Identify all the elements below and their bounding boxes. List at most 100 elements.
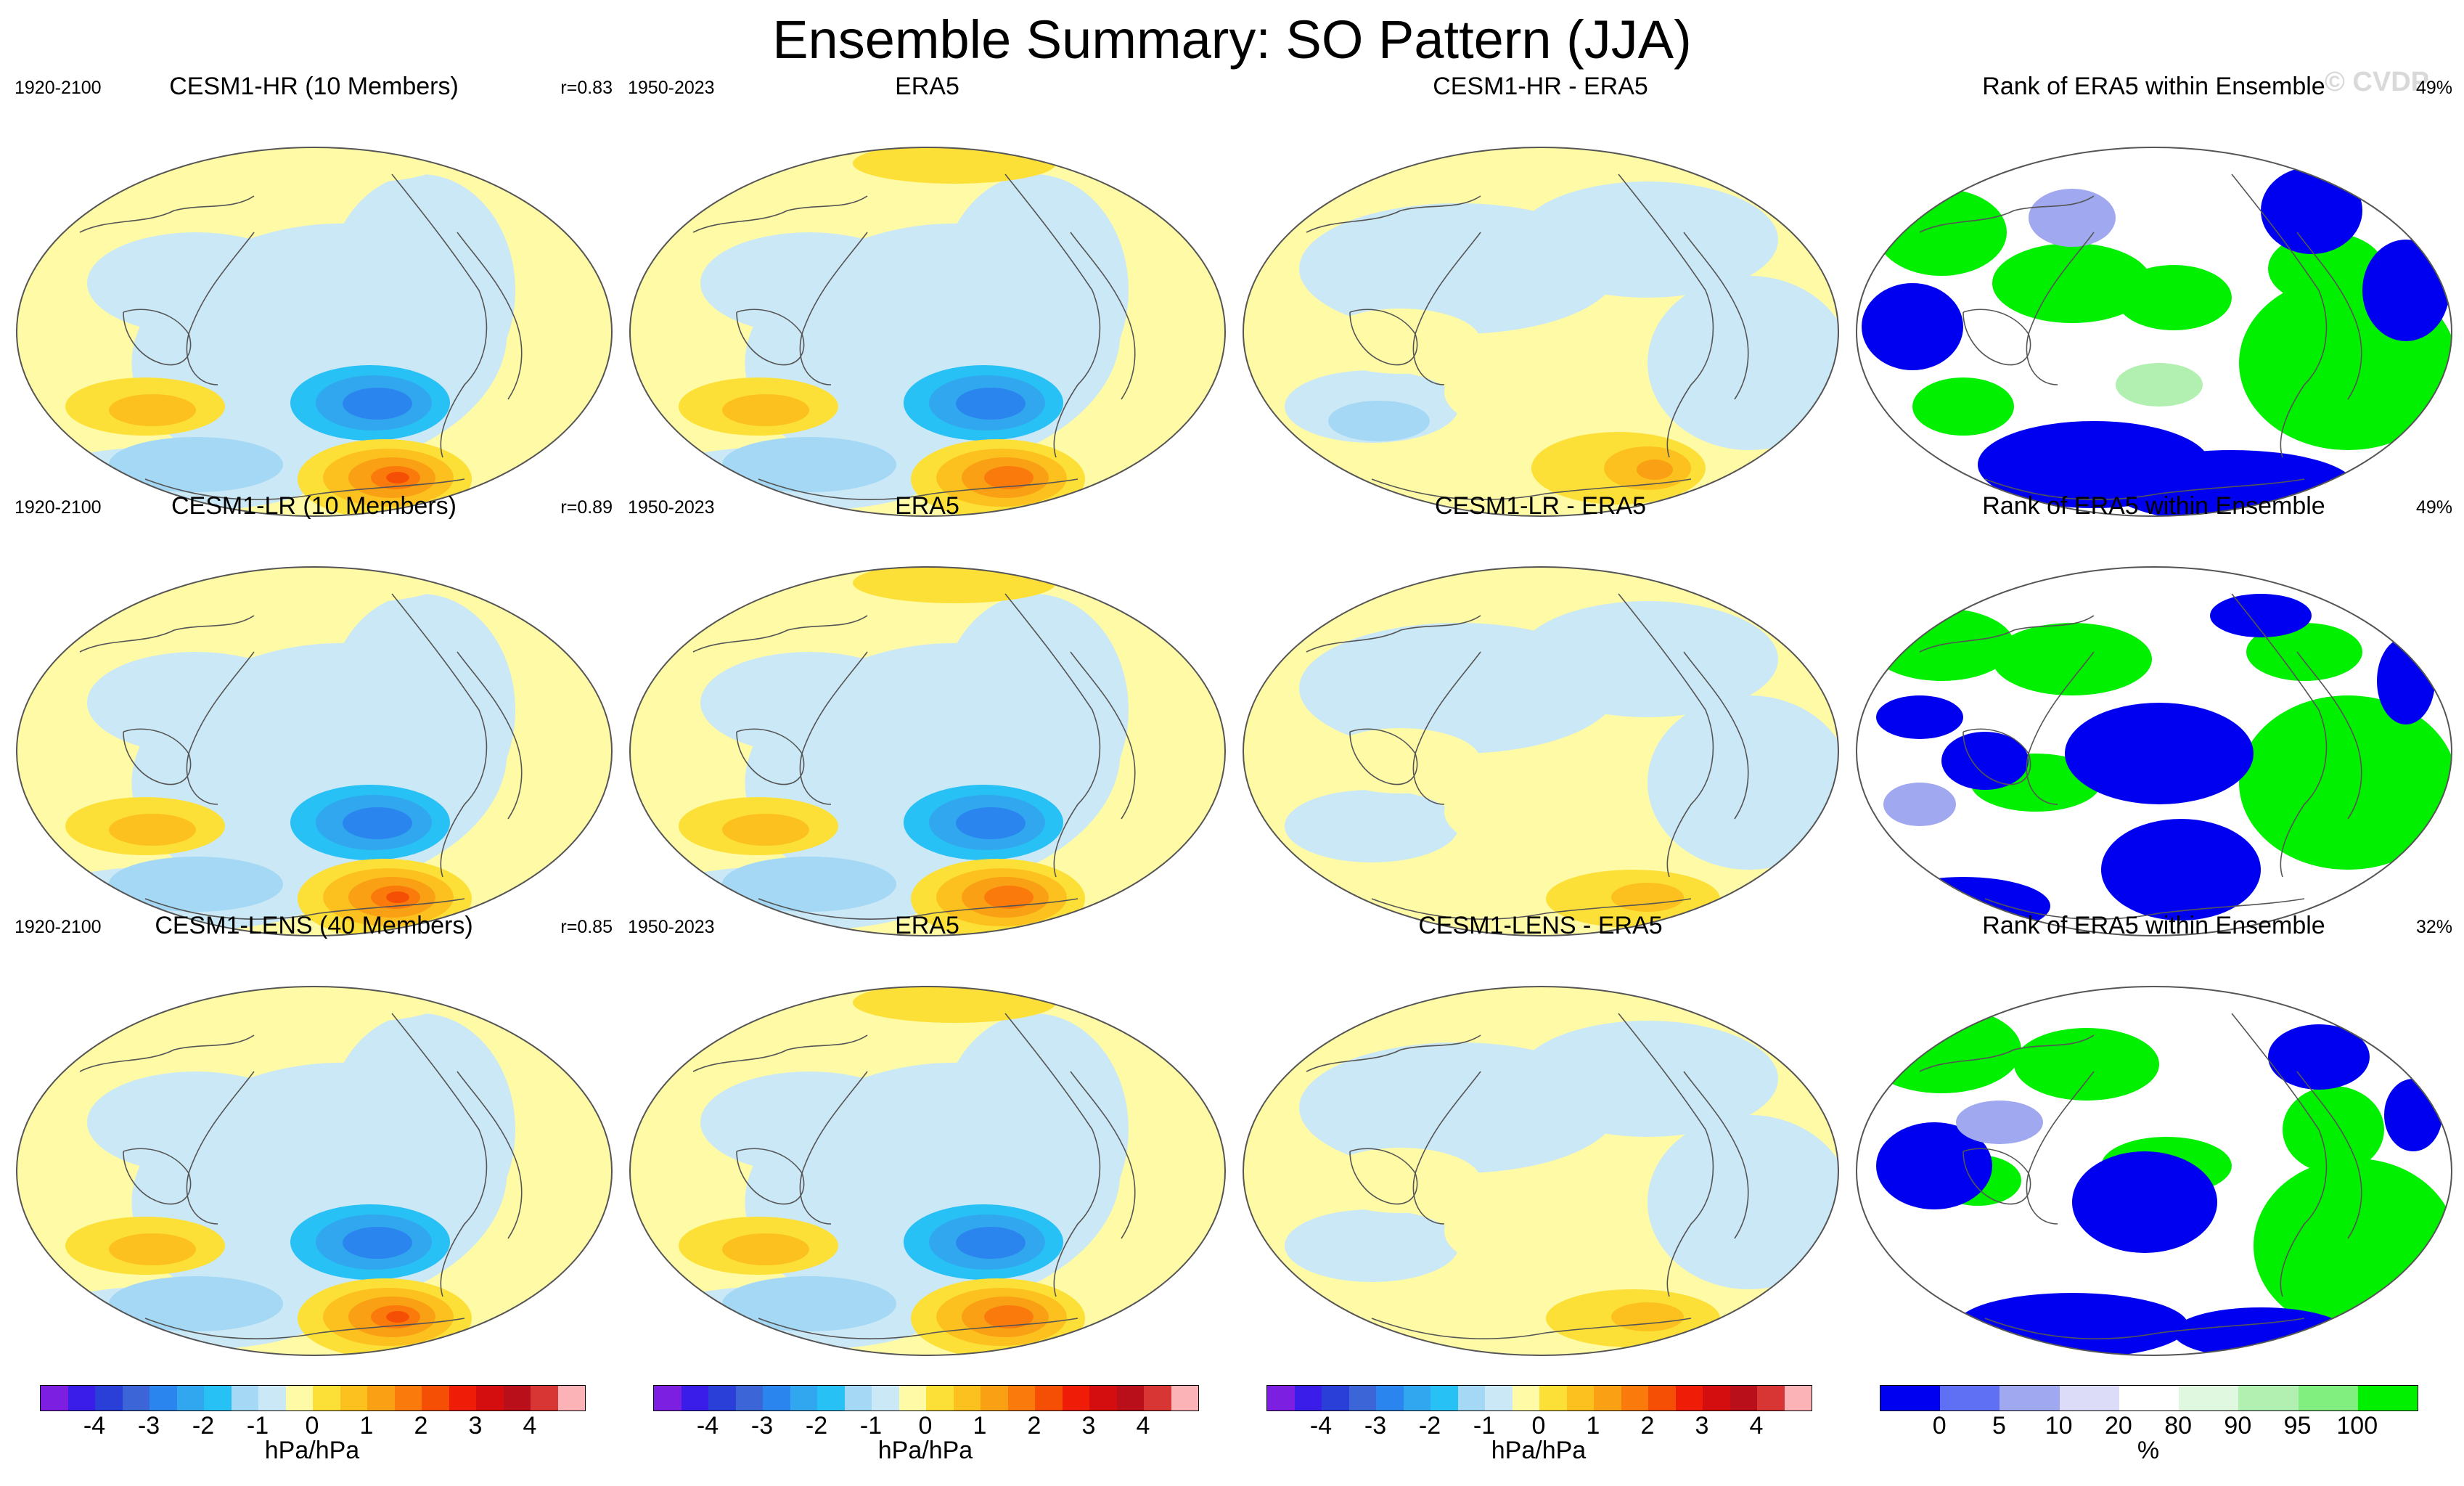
coastline [736,309,805,366]
rank-colorbar [1880,1385,2418,1411]
coastline [1349,309,1418,366]
negative-anomaly-region [87,1071,305,1173]
coastline [1412,1071,1481,1225]
coastline [2296,1071,2362,1239]
coastline [1984,1318,2305,1339]
rank-percent-label: 49% [2415,497,2452,518]
positive-anomaly-region [1321,728,1481,793]
colorbar-swatch [1171,1386,1198,1411]
map-fill [17,567,612,936]
colorbar-tick-label: -4 [696,1412,719,1440]
map-fill [630,987,1225,1355]
period-label: 1950-2023 [628,78,715,98]
map-fill [1243,147,1838,516]
positive-anomaly-region [1444,348,1648,436]
negative-anomaly-region [109,1276,283,1331]
map-outline [1243,147,1839,517]
colorbar-swatch [313,1386,340,1411]
coastline [1412,232,1481,385]
colorbar-swatch [2059,1386,2119,1411]
colorbar-tick-label: 2 [1027,1412,1041,1440]
positive-anomaly-center [1611,883,1684,912]
colorbar-tick-label: -1 [246,1412,269,1440]
panel-title: Rank of ERA5 within Ensemble [1982,912,2325,939]
high-rank-region [1992,623,2152,695]
colorbar-swatch [531,1386,558,1411]
colorbar-tick-label: -2 [805,1412,828,1440]
model-map [16,147,613,517]
rank-percent-label: 49% [2415,78,2452,98]
negative-anomaly-region [327,174,515,407]
positive-anomaly-center [1637,460,1673,480]
colorbar-swatch [1089,1386,1117,1411]
coastline [2231,173,2328,458]
colorbar-swatch [2238,1386,2299,1411]
colorbar-swatch [95,1386,123,1411]
model-map [16,986,613,1356]
colorbar-tick-label: 3 [1695,1412,1709,1440]
colorbar-tick-label: 1 [359,1412,374,1440]
coastline [144,1318,465,1339]
map-outline [1856,566,2452,936]
map-outline [1856,147,2452,517]
coastline [1962,309,2031,366]
colorbar-swatch [1485,1386,1513,1411]
coastline [1349,728,1418,785]
coastline [736,728,805,785]
colorbar-swatch [1376,1386,1404,1411]
colorbar-unit-label: hPa/hPa [1491,1437,1587,1464]
coastline [1004,1013,1101,1297]
negative-anomaly-region [722,437,896,492]
coastline [1618,1013,1714,1297]
coastline [457,232,523,400]
colorbar-swatch [899,1386,926,1411]
negative-anomaly-region [940,174,1129,407]
colorbar-tick-label: -1 [859,1412,883,1440]
coastline [457,651,523,820]
high-rank-region [2246,623,2362,681]
coastline [758,478,1078,500]
so-low-center [343,388,412,420]
coastline [1070,651,1136,820]
positive-anomaly-region [722,394,809,426]
colorbar-swatch [1512,1386,1539,1411]
coastline [692,195,868,233]
diff-map [1243,147,1839,517]
rank-percent-label: 32% [2415,917,2452,937]
panel-title: CESM1-LR (10 Members) [171,492,457,520]
so-low-center [956,388,1026,420]
so-high-center [386,891,409,903]
pattern-correlation-label: r=0.89 [560,497,613,518]
negative-anomaly-region [327,1013,515,1246]
negative-anomaly-region [1517,1021,1778,1137]
colorbar-swatch [1457,1386,1485,1411]
coastline [1984,898,2305,920]
low-rank-region [1876,695,1963,739]
panel-title: Rank of ERA5 within Ensemble [1982,73,2325,100]
obs-map [629,147,1226,517]
colorbar-tick-label: 4 [1136,1412,1150,1440]
negative-anomaly-region [700,652,918,754]
colorbar-tick-label: 3 [468,1412,483,1440]
coastline [758,1318,1078,1339]
colorbar-unit-label: % [2137,1437,2160,1464]
coastline [1412,651,1481,805]
colorbar-tick-label: -4 [83,1412,106,1440]
colorbar-swatch [1880,1386,1941,1411]
panel-title: ERA5 [895,912,959,939]
rank-map [1856,986,2452,1356]
colorbar-swatch [953,1386,981,1411]
panel-title: Rank of ERA5 within Ensemble [1982,492,2325,520]
coastline [1618,173,1714,458]
colorbar-swatch [557,1386,585,1411]
coastline [391,1013,488,1297]
coastline [1306,195,1481,233]
figure-title: Ensemble Summary: SO Pattern (JJA) [772,9,1692,70]
coastline [2231,1013,2328,1297]
negative-anomaly-region [1517,181,1778,298]
colorbar-swatch [449,1386,476,1411]
colorbar-tick-label: 0 [305,1412,319,1440]
colorbar-tick-label: 0 [1932,1412,1947,1440]
so-high-center [386,472,409,483]
low-rank-region [2268,1024,2370,1090]
